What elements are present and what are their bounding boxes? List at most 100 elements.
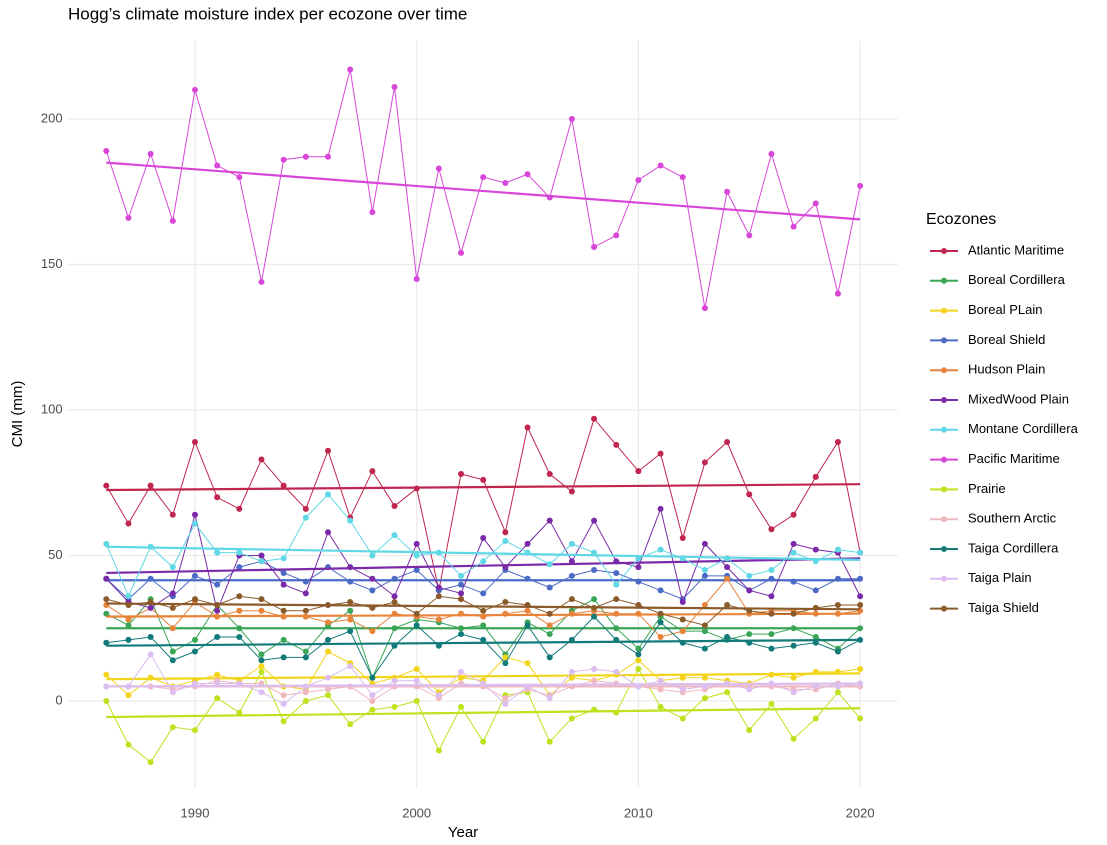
data-point	[103, 575, 110, 582]
data-point	[613, 668, 620, 675]
data-point	[502, 654, 509, 661]
data-point	[347, 721, 354, 728]
data-point	[480, 174, 487, 181]
data-point	[325, 692, 332, 699]
data-point	[724, 689, 731, 696]
x-tick-label: 1990	[181, 806, 210, 821]
data-point	[746, 686, 753, 693]
data-point	[768, 700, 775, 707]
trend-line	[106, 638, 861, 647]
data-point	[458, 703, 465, 710]
data-point	[768, 150, 775, 157]
data-point	[302, 654, 309, 661]
legend-label: Boreal Cordillera	[968, 272, 1066, 287]
data-point	[790, 610, 797, 617]
data-point	[169, 217, 176, 224]
data-point	[768, 567, 775, 574]
data-point	[480, 636, 487, 643]
data-point	[546, 631, 553, 638]
legend-key-point	[941, 546, 947, 552]
data-point	[302, 505, 309, 512]
data-point	[546, 622, 553, 629]
data-point	[546, 561, 553, 568]
data-point	[413, 540, 420, 547]
legend-label: Taiga Plain	[968, 570, 1032, 585]
data-point	[679, 616, 686, 623]
data-point	[524, 660, 531, 667]
data-point	[125, 741, 132, 748]
data-point	[746, 572, 753, 579]
data-point	[391, 532, 398, 539]
data-point	[591, 244, 598, 251]
data-point	[435, 584, 442, 591]
data-point	[191, 520, 198, 527]
data-point	[857, 182, 864, 189]
data-point	[236, 633, 243, 640]
data-point	[768, 593, 775, 600]
data-point	[369, 575, 376, 582]
data-point	[701, 674, 708, 681]
data-point	[325, 686, 332, 693]
data-point	[679, 535, 686, 542]
legend-label: Boreal PLain	[968, 302, 1042, 317]
data-point	[413, 665, 420, 672]
data-point	[280, 156, 287, 163]
data-point	[568, 488, 575, 495]
legend-key-point	[941, 277, 947, 284]
legend-label: Prairie	[968, 481, 1006, 496]
data-point	[103, 639, 110, 646]
data-point	[280, 581, 287, 588]
x-tick-label: 2010	[624, 806, 653, 821]
data-point	[657, 677, 664, 684]
data-point	[591, 613, 598, 620]
data-point	[413, 552, 420, 559]
data-point	[591, 415, 598, 422]
legend-key-point	[941, 456, 947, 463]
data-point	[746, 587, 753, 594]
data-point	[679, 628, 686, 635]
data-point	[347, 517, 354, 524]
data-point	[125, 616, 132, 623]
data-point	[635, 177, 642, 184]
data-point	[258, 456, 265, 463]
data-point	[568, 596, 575, 603]
data-point	[369, 674, 376, 681]
data-point	[147, 651, 154, 658]
data-point	[258, 552, 265, 559]
data-point	[458, 631, 465, 638]
data-point	[480, 476, 487, 483]
data-point	[568, 540, 575, 547]
legend-key-point	[941, 575, 947, 582]
data-point	[258, 596, 265, 603]
data-point	[302, 697, 309, 704]
legend-label: MixedWood Plain	[968, 391, 1069, 406]
data-point	[435, 616, 442, 623]
data-point	[125, 692, 132, 699]
data-point	[258, 278, 265, 285]
data-point	[325, 636, 332, 643]
data-point	[657, 546, 664, 553]
data-point	[214, 607, 221, 614]
data-point	[524, 540, 531, 547]
data-point	[812, 633, 819, 640]
data-point	[280, 700, 287, 707]
data-point	[169, 648, 176, 655]
data-point	[413, 276, 420, 283]
data-point	[347, 66, 354, 73]
legend-key-point	[941, 516, 947, 523]
data-point	[258, 558, 265, 565]
data-point	[790, 511, 797, 518]
trend-line	[106, 483, 861, 492]
data-point	[834, 438, 841, 445]
legend-label: Taiga Cordillera	[968, 540, 1059, 555]
data-point	[480, 738, 487, 745]
data-point	[191, 438, 198, 445]
data-point	[591, 677, 598, 684]
data-point	[701, 695, 708, 702]
data-point	[724, 601, 731, 608]
data-point	[347, 607, 354, 614]
data-point	[435, 692, 442, 699]
data-point	[125, 636, 132, 643]
data-point	[413, 622, 420, 629]
data-point	[546, 471, 553, 478]
